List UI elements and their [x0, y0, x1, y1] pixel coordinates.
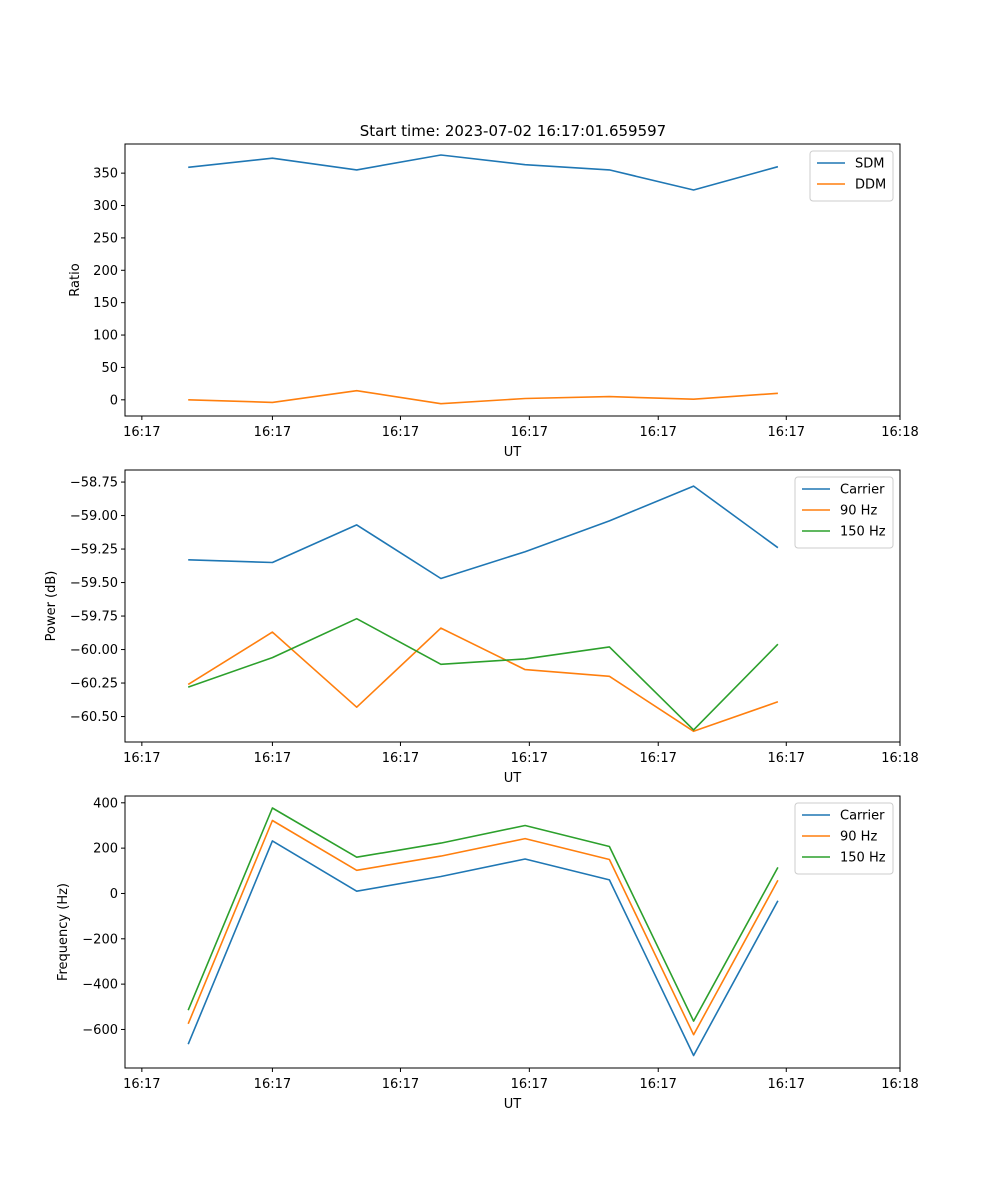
power-y-tick-label: −59.50	[70, 576, 118, 591]
ratio-x-tick-label: 16:18	[881, 425, 918, 440]
power-y-tick-label: −59.00	[70, 509, 118, 524]
ratio-legend: SDM DDM	[809, 150, 894, 202]
power-y-tick-label: −58.75	[70, 476, 118, 491]
frequency-legend-label-90-hz: 90 Hz	[840, 830, 877, 845]
frequency-x-tick-label: 16:17	[254, 1077, 291, 1092]
ratio-x-axis-label: UT	[504, 445, 522, 460]
ratio-y-tick-label: 300	[93, 199, 118, 214]
ratio-x-tick-label: 16:17	[639, 425, 676, 440]
ratio-x-tick-label: 16:17	[768, 425, 805, 440]
ratio-y-tick-label: 150	[93, 296, 118, 311]
frequency-series-150-hz-line	[187, 807, 779, 1022]
frequency-y-tick-label: 200	[93, 842, 118, 857]
ratio-series-ddm-line	[188, 389, 778, 405]
ratio-x-tick-label: 16:17	[511, 425, 548, 440]
power-x-axis-label: UT	[504, 771, 522, 786]
power-panel: 16:17 16:17 16:17 16:17 16:17 16:17 16:18 −60.5…	[44, 469, 919, 786]
ratio-legend-label-ddm: DDM	[855, 178, 886, 193]
frequency-x-tick-label: 16:17	[123, 1077, 160, 1092]
frequency-legend-label-carrier: Carrier	[840, 809, 885, 824]
ratio-x-tick-label: 16:17	[254, 425, 291, 440]
power-x-tick-label: 16:17	[768, 751, 805, 766]
frequency-series-90-hz-line	[187, 819, 779, 1036]
power-legend-label-carrier: Carrier	[840, 483, 885, 498]
power-y-tick-label: −60.25	[70, 677, 118, 692]
ratio-panel: 16:17 16:17 16:17 16:17 16:17 16:17 16:18 0 50 10…	[68, 143, 919, 460]
frequency-y-tick-label: −400	[82, 978, 118, 993]
power-y-tick-label: −59.25	[70, 543, 118, 558]
frequency-y-axis-label: Frequency (Hz)	[56, 883, 71, 981]
power-legend: Carrier 90 Hz 150 Hz	[794, 476, 894, 549]
frequency-legend-label-150-hz: 150 Hz	[840, 851, 886, 866]
frequency-x-tick-label: 16:17	[639, 1077, 676, 1092]
ratio-legend-label-sdm: SDM	[855, 157, 884, 172]
frequency-y-tick-label: −600	[82, 1023, 118, 1038]
frequency-x-tick-label: 16:17	[382, 1077, 419, 1092]
frequency-x-tick-label: 16:17	[768, 1077, 805, 1092]
ratio-y-axis-label: Ratio	[68, 263, 83, 296]
power-x-tick-label: 16:17	[123, 751, 160, 766]
power-axes-frame	[124, 469, 901, 743]
power-y-tick-label: −60.50	[70, 710, 118, 725]
power-x-tick-label: 16:17	[254, 751, 291, 766]
frequency-x-tick-label: 16:18	[881, 1077, 918, 1092]
power-series-carrier-line	[188, 485, 779, 580]
power-legend-label-150-hz: 150 Hz	[840, 525, 886, 540]
frequency-x-tick-label: 16:17	[511, 1077, 548, 1092]
frequency-series-carrier-line	[187, 840, 779, 1057]
ratio-y-tick-label: 350	[93, 167, 118, 182]
power-y-tick-label: −59.75	[70, 610, 118, 625]
ratio-y-tick-label: 0	[110, 393, 118, 408]
power-legend-label-90-hz: 90 Hz	[840, 504, 877, 519]
ratio-x-tick-label: 16:17	[382, 425, 419, 440]
power-y-tick-label: −60.00	[70, 643, 118, 658]
ratio-y-tick-label: 200	[93, 264, 118, 279]
frequency-legend: Carrier 90 Hz 150 Hz	[794, 802, 894, 875]
ratio-y-tick-label: 50	[101, 361, 118, 376]
ratio-axes-frame	[124, 143, 901, 417]
power-x-tick-label: 16:17	[511, 751, 548, 766]
ratio-y-tick-label: 250	[93, 231, 118, 246]
power-x-tick-label: 16:17	[382, 751, 419, 766]
power-series-150-hz-line	[187, 617, 779, 731]
ratio-series-sdm-line	[188, 154, 779, 191]
power-x-tick-label: 16:17	[639, 751, 676, 766]
frequency-axes-frame	[124, 795, 901, 1069]
power-x-tick-label: 16:18	[881, 751, 918, 766]
ratio-y-tick-label: 100	[93, 329, 118, 344]
frequency-x-axis-label: UT	[504, 1097, 522, 1112]
frequency-y-tick-label: −200	[82, 932, 118, 947]
frequency-y-tick-label: 400	[93, 796, 118, 811]
figure-title: Start time: 2023-07-02 16:17:01.659597	[360, 122, 666, 140]
power-series-90-hz-line	[187, 627, 779, 733]
frequency-panel: 16:17 16:17 16:17 16:17 16:17 16:17 16:18 −600 −…	[56, 795, 919, 1112]
ratio-x-tick-label: 16:17	[123, 425, 160, 440]
frequency-y-tick-label: 0	[110, 887, 118, 902]
power-y-axis-label: Power (dB)	[44, 571, 59, 642]
